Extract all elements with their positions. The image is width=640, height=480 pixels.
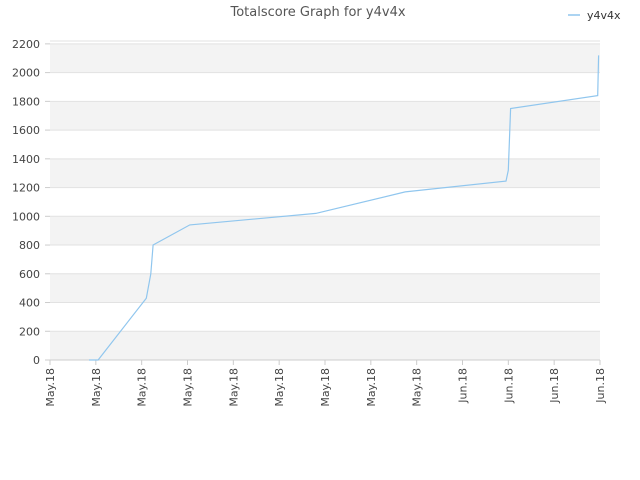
x-tick-label: May.18 <box>365 368 378 407</box>
x-tick-label: May.18 <box>273 368 286 407</box>
grid-band <box>50 302 600 332</box>
series-area <box>89 55 600 361</box>
x-tick-label: May.18 <box>136 368 149 407</box>
y-axis: 0 200 400 600 800 1000 1200 1400 1600 1800 2000 220… <box>12 38 50 367</box>
y-tick-label: 400 <box>19 297 40 310</box>
y-tick-label: 0 <box>33 354 40 367</box>
grid-band <box>50 331 600 360</box>
grid-band <box>50 216 600 246</box>
y-tick-label: 2000 <box>12 67 40 80</box>
x-tick-label: May.18 <box>182 368 195 407</box>
y-tick-label: 1800 <box>12 95 40 108</box>
x-tick-label: May.18 <box>44 368 57 407</box>
y-tick-label: 200 <box>19 325 40 338</box>
x-tick-label: Jun.18 <box>594 368 607 404</box>
chart-title: Totalscore Graph for y4v4x <box>229 5 405 20</box>
y-tick-label: 600 <box>19 268 40 281</box>
x-tick-label: Jun.18 <box>502 368 515 404</box>
x-tick-label: May.18 <box>411 368 424 407</box>
grid-band <box>50 273 600 303</box>
series-line-y4v4x <box>89 55 600 361</box>
grid-band <box>50 72 600 102</box>
legend: y4v4x <box>568 9 621 22</box>
grid-band <box>50 245 600 274</box>
x-tick-label: May.18 <box>319 368 332 407</box>
y-tick-label: 1400 <box>12 153 40 166</box>
y-tick-label: 1200 <box>12 182 40 195</box>
grid-band <box>50 43 600 73</box>
grid-band <box>50 101 600 131</box>
y-tick-label: 1000 <box>12 210 40 223</box>
x-tick-label: Jun.18 <box>548 368 561 404</box>
x-tick-label: May.18 <box>227 368 240 407</box>
grid-band <box>50 187 600 217</box>
y-tick-label: 800 <box>19 239 40 252</box>
grid-band <box>50 130 600 159</box>
grid-band <box>50 158 600 188</box>
y-tick-label: 2200 <box>12 38 40 51</box>
x-tick-label: Jun.18 <box>457 368 470 404</box>
grid-bands <box>50 40 600 361</box>
x-axis: May.18 May.18 May.18 May.18 May.18 May.18 May.… <box>44 360 607 407</box>
legend-label: y4v4x <box>587 9 621 22</box>
x-tick-label: May.18 <box>90 368 103 407</box>
y-tick-label: 1600 <box>12 124 40 137</box>
grid-band <box>50 41 600 44</box>
